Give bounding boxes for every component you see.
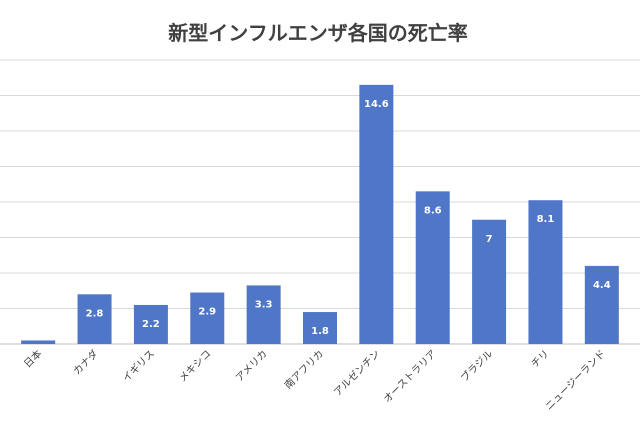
x-tick-label-6: アルゼンチン — [332, 348, 383, 399]
x-tick-label-7: オーストラリア — [381, 348, 439, 406]
x-tick-label-0: 日本 — [21, 347, 44, 370]
x-tick-label-3: メキシコ — [177, 348, 213, 384]
x-tick-label-1: カナダ — [70, 347, 100, 377]
x-tick-label-8: ブラジル — [458, 347, 495, 384]
bar-3 — [190, 292, 225, 344]
data-label-2: 2.2 — [142, 319, 160, 330]
bar-2 — [133, 304, 168, 344]
data-label-10: 4.4 — [593, 280, 611, 291]
x-tick-label-10: ニュージーランド — [543, 348, 608, 413]
data-label-6: 14.6 — [364, 99, 389, 110]
bar-1 — [77, 294, 112, 344]
chart-title: 新型インフルエンザ各国の死亡率 — [168, 21, 467, 45]
bar-7 — [415, 191, 450, 344]
x-tick-labels: 日本 カナダ イギリス メキシコ アメリカ 南アフリカ アルゼンチン オーストラリア ブラジル チ… — [21, 347, 608, 413]
data-label-1: 2.8 — [86, 308, 104, 319]
x-tick-label-9: チリ — [529, 348, 552, 371]
bar-0 — [21, 340, 56, 344]
data-labels: 0.2 2.8 2.2 2.9 3.3 1.8 14.6 8.6 7 8.1 4.4 — [29, 99, 610, 341]
data-label-0: 0.2 — [29, 330, 47, 341]
x-tick-label-2: イギリス — [120, 348, 157, 385]
bar-9 — [528, 200, 563, 344]
data-label-5: 1.8 — [311, 326, 329, 337]
bars — [21, 84, 619, 344]
x-tick-label-4: アメリカ — [233, 348, 269, 384]
x-tick-label-5: 南アフリカ — [282, 347, 327, 392]
data-label-4: 3.3 — [255, 299, 273, 310]
bar-8 — [472, 219, 507, 344]
bar-4 — [246, 285, 281, 344]
bar-10 — [584, 265, 619, 344]
data-label-8: 7 — [486, 234, 493, 245]
data-label-3: 2.9 — [198, 307, 216, 318]
bar-6 — [359, 84, 394, 344]
bar-5 — [303, 312, 337, 344]
data-label-9: 8.1 — [537, 214, 555, 225]
data-label-7: 8.6 — [424, 205, 442, 216]
